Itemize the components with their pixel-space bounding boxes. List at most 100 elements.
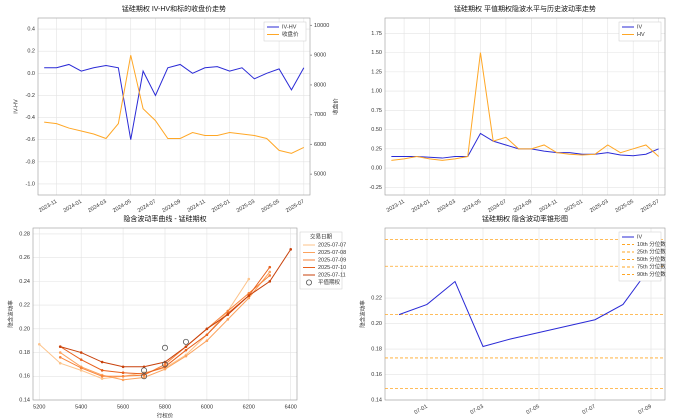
x-tick-label: 2024-01 <box>411 199 431 214</box>
series-line <box>391 132 659 159</box>
y-tick-label: 0.14 <box>371 397 382 403</box>
series-line <box>398 265 652 348</box>
legend-label: 25th 分位数 <box>637 247 666 255</box>
x-tick-label: 5200 <box>33 404 45 410</box>
data-point <box>163 367 167 371</box>
plot-frame <box>32 227 298 401</box>
data-point <box>163 363 167 366</box>
data-point <box>58 351 62 354</box>
y-tick-label: 0.2 <box>27 49 35 55</box>
data-point <box>100 377 104 380</box>
data-point <box>184 354 188 358</box>
x-tick-label: 07-07 <box>582 404 597 416</box>
x-tick-label: 2025-05 <box>614 199 634 214</box>
data-point <box>226 309 230 313</box>
data-point <box>247 296 251 300</box>
y-tick-label: 0.24 <box>19 279 30 285</box>
chart-title: 锰硅期权 IV-HV和标的收盘价走势 <box>122 4 226 13</box>
data-point <box>121 365 125 369</box>
data-point <box>79 366 83 370</box>
y-tick-label: 1.50 <box>371 50 382 56</box>
x-tick-label: 2024-03 <box>436 199 456 214</box>
x-tick-label: 07-05 <box>526 404 541 416</box>
x-tick-label: 5800 <box>159 404 171 410</box>
x-tick-label: 2024-05 <box>112 199 132 214</box>
legend-label: 75th 分位数 <box>637 262 666 270</box>
x-tick-label: 2024-01 <box>63 199 83 214</box>
atm-marker <box>161 361 168 368</box>
legend-label: 2025-07-08 <box>318 250 346 256</box>
chart-title: 隐含波动率曲线 - 锰硅期权 <box>123 214 206 223</box>
y-tick-label: 0.20 <box>19 326 30 332</box>
y-tick-label: 1.75 <box>371 31 382 37</box>
x-tick-label: 07-09 <box>638 404 653 416</box>
y-tick-label: 0.22 <box>19 303 30 309</box>
x-tick-label: 2025-03 <box>589 199 609 214</box>
y-tick-label: 0.50 <box>371 127 382 133</box>
legend-title: 交易日期 <box>310 232 333 240</box>
data-point <box>184 345 188 348</box>
x-tick-label: 2025-01 <box>564 199 584 214</box>
data-point <box>226 318 230 321</box>
x-tick-label: 2025-05 <box>260 199 280 214</box>
legend-label: IV <box>637 234 643 240</box>
y-axis-label: IV-HV <box>13 99 19 114</box>
atm-marker <box>141 373 148 380</box>
data-point <box>184 348 188 352</box>
plot-frame <box>384 17 666 196</box>
atm-marker <box>141 367 148 374</box>
data-point <box>205 333 209 337</box>
x-tick-label: 2024-07 <box>487 199 507 214</box>
x-tick-label: 2024-05 <box>462 199 482 214</box>
y-tick-label: 0.75 <box>371 108 382 114</box>
y2-tick-label: 6000 <box>314 142 326 148</box>
legend: IV HV <box>618 21 662 42</box>
data-point <box>58 361 62 365</box>
legend-label: 90th 分位数 <box>637 270 666 278</box>
y2-tick-label: 10000 <box>314 23 329 29</box>
y-tick-label: 0.00 <box>371 166 382 172</box>
legend-label: IV <box>637 24 643 30</box>
data-point <box>205 339 209 342</box>
legend-symbol <box>305 279 312 286</box>
y-tick-label: 0.0 <box>27 71 35 77</box>
data-point <box>247 294 251 297</box>
plot-frame <box>37 17 311 196</box>
y-tick-label: 0.18 <box>371 346 382 352</box>
legend-label: 收盘价 <box>282 30 299 38</box>
plot-frame <box>384 227 666 401</box>
data-point <box>37 342 41 346</box>
x-tick-label: 6200 <box>243 404 255 410</box>
y2-tick-label: 9000 <box>314 53 326 59</box>
y-tick-label: 0.4 <box>27 27 35 33</box>
x-tick-label: 2024-09 <box>161 199 181 214</box>
y-tick-label: 1.25 <box>371 69 382 75</box>
y-tick-label: 0.26 <box>19 255 30 261</box>
x-tick-label: 2023-11 <box>38 199 58 214</box>
y-tick-label: 0.14 <box>19 397 30 403</box>
data-point <box>58 345 62 348</box>
x-tick-label: 2025-07 <box>640 199 660 214</box>
x-tick-label: 2025-01 <box>211 199 231 214</box>
y-tick-label: -1.0 <box>26 181 35 187</box>
legend-label: 2025-07-11 <box>318 272 346 278</box>
data-point <box>289 248 293 251</box>
y2-tick-label: 8000 <box>314 82 326 88</box>
y-tick-label: 0.22 <box>371 296 382 302</box>
x-tick-label: 2024-11 <box>538 199 558 214</box>
legend-label: IV-HV <box>282 24 297 30</box>
y-axis-label: 隐含波动率 <box>6 300 14 328</box>
y2-tick-label: 5000 <box>314 172 326 178</box>
data-point <box>268 265 272 269</box>
y-axis-label: 隐含波动率 <box>358 300 366 328</box>
data-point <box>100 369 104 372</box>
y-tick-label: 0.25 <box>371 146 382 152</box>
y-tick-label: 1.00 <box>371 89 382 95</box>
series-line <box>44 63 305 140</box>
x-tick-label: 2024-03 <box>87 199 107 214</box>
series-line <box>44 55 305 154</box>
x-tick-label: 6000 <box>201 404 213 410</box>
legend-label: 2025-07-09 <box>318 257 346 263</box>
